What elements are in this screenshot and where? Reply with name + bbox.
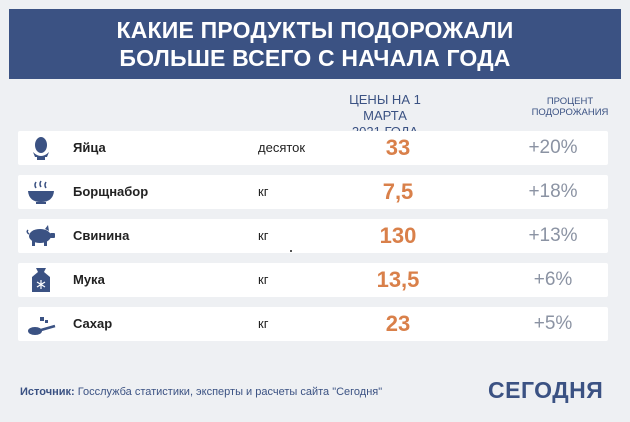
- sugar-spoon-icon: [28, 317, 56, 335]
- product-price: 13,5: [376, 267, 420, 292]
- product-unit: десяток: [258, 140, 306, 155]
- product-unit: кг: [258, 316, 269, 331]
- product-percent: +6%: [533, 269, 573, 290]
- soup-bowl-icon: [28, 180, 54, 204]
- product-percent: +13%: [528, 225, 578, 246]
- title-banner: КАКИЕ ПРОДУКТЫ ПОДОРОЖАЛИ БОЛЬШЕ ВСЕГО С…: [9, 9, 621, 79]
- percent-header-line-2: ПОДОРОЖАНИЯ: [531, 107, 609, 118]
- source-label: Источник:: [20, 386, 75, 398]
- product-percent: +5%: [533, 313, 573, 334]
- table-row: Свинина кг 130 +13%: [18, 219, 608, 253]
- product-percent: +18%: [528, 181, 578, 202]
- stray-dot: [290, 250, 292, 252]
- product-percent: +20%: [528, 137, 578, 158]
- source-text: Госслужба статистики, эксперты и расчеты…: [74, 386, 383, 398]
- table-row: Мука кг 13,5 +6%: [18, 263, 608, 297]
- table-row: Яйца десяток 33 +20%: [18, 131, 608, 165]
- segodnya-logo[interactable]: СЕГОДНЯ: [488, 377, 604, 403]
- product-name: Свинина: [73, 228, 130, 243]
- product-name: Мука: [73, 272, 105, 287]
- flour-sack-icon: [32, 268, 50, 292]
- product-unit: кг: [258, 184, 269, 199]
- product-name: Яйца: [73, 140, 106, 155]
- product-price: 33: [385, 135, 411, 160]
- price-header-line-1: ЦЕНЫ НА 1 МАРТА: [349, 92, 421, 123]
- product-price: 130: [379, 223, 417, 248]
- title-line-2: БОЛЬШЕ ВСЕГО С НАЧАЛА ГОДА: [119, 45, 511, 71]
- product-unit: кг: [258, 272, 269, 287]
- table-row: Сахар кг 23 +5%: [18, 307, 608, 341]
- product-name: Борщнабор: [73, 184, 149, 199]
- product-unit: кг: [258, 228, 269, 243]
- table-row: Борщнабор кг 7,5 +18%: [18, 175, 608, 209]
- product-name: Сахар: [73, 316, 113, 331]
- source-note: Источник: Госслужба статистики, эксперты…: [20, 386, 382, 398]
- percent-column-header: ПРОЦЕНТ ПОДОРОЖАНИЯ: [515, 96, 625, 118]
- title-line-1: КАКИЕ ПРОДУКТЫ ПОДОРОЖАЛИ: [116, 17, 514, 43]
- product-price: 7,5: [382, 179, 414, 204]
- percent-header-line-1: ПРОЦЕНТ: [546, 96, 594, 107]
- egg-icon: [33, 137, 49, 160]
- product-price: 23: [385, 311, 411, 336]
- pig-icon: [26, 225, 55, 246]
